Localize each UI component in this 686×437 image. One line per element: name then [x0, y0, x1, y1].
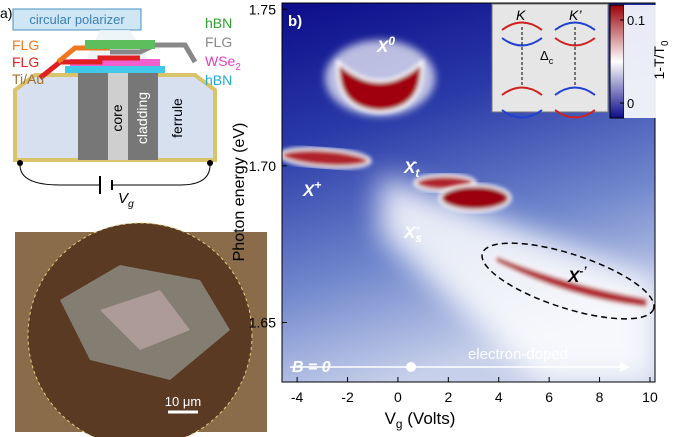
feature-label-text: X — [403, 158, 417, 177]
layer-label-text: WSe — [205, 53, 236, 69]
x-axis-label-text: V — [385, 409, 397, 428]
x-axis-label-rest: (Volts) — [403, 409, 456, 428]
layer-label-sub: 2 — [235, 62, 240, 73]
panel-label: a) — [0, 5, 12, 21]
layer-label-text: hBN — [205, 72, 232, 88]
scale-label: 10 μm — [165, 394, 201, 409]
x-axis-label-sub: g — [396, 417, 403, 431]
y-tick-label: 1.65 — [249, 314, 276, 330]
colorbar-tick-label: 0 — [627, 96, 634, 111]
x-tick-label: 6 — [545, 389, 553, 405]
colorbar-label-text: 1-T/T — [651, 46, 667, 80]
doping-label: electron-doped — [468, 346, 568, 363]
feature-label-sub: s — [415, 231, 422, 245]
layer-label: hBN — [205, 15, 232, 31]
fiber-label: cladding — [134, 92, 150, 144]
colorbar-label: 1-T/T0 — [651, 40, 671, 79]
doping-origin — [406, 362, 416, 372]
gate-label-sub: g — [128, 198, 134, 210]
schematic — [12, 8, 217, 194]
feature-label-sub: t — [415, 166, 420, 180]
y-tick-label: 1.70 — [249, 158, 276, 174]
highlight-ellipse — [481, 242, 655, 320]
feature-label-sup: - — [416, 220, 420, 234]
layer-label: FLG — [12, 54, 39, 70]
colorbar-panel — [624, 5, 664, 118]
x-tick-label: 4 — [495, 389, 503, 405]
contact — [17, 160, 23, 166]
feature-label: Xt- — [403, 155, 420, 180]
layer-label: FLG — [12, 37, 39, 53]
core — [108, 72, 128, 160]
x-tick-label: -2 — [341, 389, 354, 405]
fiber-label: ferrule — [169, 98, 185, 138]
cladding-left — [78, 72, 108, 160]
inset — [491, 3, 609, 113]
x0-feature — [336, 58, 424, 114]
gate-label: Vg — [118, 190, 134, 210]
xplus-feature — [282, 146, 372, 170]
colorbar-tick-label: 0.1 — [627, 13, 645, 28]
feature-label: Xs- — [403, 220, 422, 245]
photo — [15, 222, 267, 437]
x-tick-label: 10 — [642, 389, 658, 405]
feature-label-sup: + — [314, 178, 321, 192]
splitting-label-sub: c — [549, 56, 554, 66]
heatmap — [282, 3, 655, 382]
colorbar — [609, 4, 625, 119]
layer-label: FLG — [205, 34, 232, 50]
layer-label: WSe2 — [205, 53, 241, 73]
doping-arrowhead — [620, 362, 630, 372]
contact — [207, 160, 213, 166]
feature-label: X0 — [376, 34, 395, 56]
layer-label-text: FLG — [205, 34, 232, 50]
colorbar-label-sub: 0 — [660, 40, 671, 46]
xs-feature — [438, 183, 512, 213]
feature-label-text: X — [376, 37, 390, 56]
layer-wse2 — [70, 59, 160, 66]
layer-label: Ti/Au — [12, 71, 44, 87]
x-tick-label: 0 — [394, 389, 402, 405]
fiber-label: core — [109, 104, 125, 131]
layer-flg-red — [38, 55, 140, 80]
layer-label: hBN — [205, 72, 232, 88]
feature-label-text: X — [302, 181, 316, 200]
valley-label: K’ — [569, 7, 582, 23]
valley-label: K — [516, 7, 526, 23]
x-axis-label: Vg (Volts) — [385, 409, 456, 431]
feature-label-text: X — [403, 223, 417, 242]
y-tick-label: 1.75 — [249, 1, 276, 17]
layer-hbn-bottom — [65, 66, 165, 73]
splitting-label-text: Δ — [540, 48, 549, 63]
circuit — [19, 164, 211, 186]
feature-label-text: X — [567, 267, 581, 286]
flake — [100, 290, 190, 350]
cladding-right — [128, 72, 158, 160]
background-feature — [380, 175, 655, 382]
x-tick-label: -4 — [291, 389, 304, 405]
polarizer-label: circular polarizer — [29, 12, 125, 27]
polarizer-box — [12, 8, 142, 31]
plot-frame — [281, 2, 656, 383]
layer-label-text: hBN — [205, 15, 232, 31]
layer-hbn-top — [85, 40, 155, 49]
splitting-label: Δc — [540, 48, 554, 66]
y-axis-label: Photon energy (eV) — [231, 123, 248, 262]
panel-label: b) — [288, 13, 302, 30]
feature-label: X-’ — [567, 264, 587, 286]
feature-label: X+ — [302, 178, 321, 200]
inset-bands — [501, 21, 596, 119]
feature-label-sup: - — [413, 155, 417, 169]
xprime-feature — [494, 253, 649, 310]
feature-label-sup: 0 — [388, 34, 395, 48]
feature-label-sup: -’ — [579, 264, 587, 278]
field-label: B = 0 — [292, 359, 331, 376]
gate-label-text: V — [118, 190, 130, 207]
x-tick-label: 8 — [596, 389, 604, 405]
x-tick-label: 2 — [444, 389, 452, 405]
